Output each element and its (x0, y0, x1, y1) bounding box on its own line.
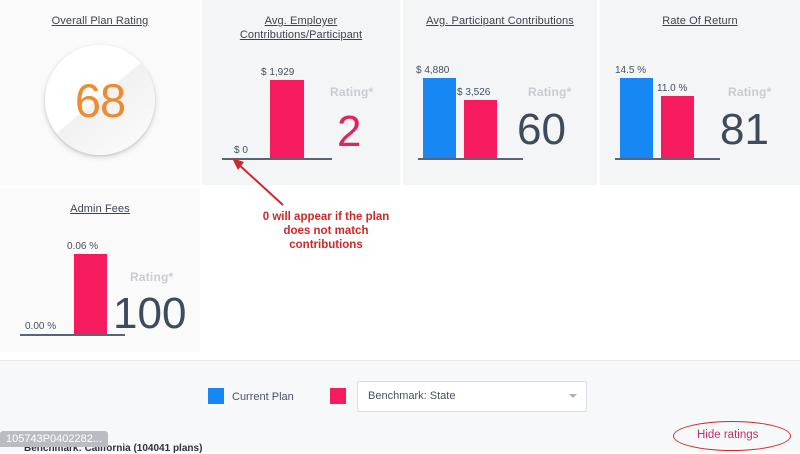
current-plan-swatch (208, 388, 224, 404)
benchmark-select-value: Benchmark: State (368, 390, 456, 402)
admin-fees-chart-baseline (20, 334, 125, 336)
rate-of-return-chart-baseline (615, 158, 720, 160)
rate-of-return-bar-label-current-plan: 14.5 % (615, 65, 647, 76)
employer-chart-baseline (222, 158, 332, 160)
rate-of-return-bar-benchmark (661, 96, 694, 158)
admin-fees-bar-label-current-plan: 0.00 % (25, 321, 57, 332)
footer-benchmark-line: Benchmark: California (104041 plans) (24, 443, 203, 454)
card-rate-of-return: Rate Of Return 14.5 % 11.0 % Rating* 81 (600, 0, 800, 185)
card-title-overall-plan-rating: Overall Plan Rating (51, 15, 149, 27)
participant-bar-chart: $ 4,880 $ 3,526 (416, 62, 523, 160)
rate-of-return-bar-label-benchmark: 11.0 % (657, 83, 688, 94)
benchmark-swatch (330, 388, 346, 404)
benchmark-select[interactable]: Benchmark: State (357, 381, 587, 412)
rate-of-return-rating-word: Rating* (728, 85, 772, 99)
employer-rating-value: 2 (337, 107, 362, 156)
participant-chart-baseline (418, 158, 523, 160)
card-avg-employer-contributions: Avg. Employer Contributions/Participant … (202, 0, 400, 185)
card-title-admin-fees: Admin Fees (70, 203, 130, 215)
card-title-employer-line1: Avg. Employer (264, 15, 338, 27)
employer-bar-chart: $ 0 $ 1,929 (222, 62, 332, 160)
admin-fees-bar-benchmark (74, 254, 107, 334)
admin-fees-bar-chart: 0.00 % 0.06 % (20, 240, 125, 336)
hide-ratings-link[interactable]: Hide ratings (697, 429, 759, 441)
employer-rating-word: Rating* (330, 85, 374, 99)
participant-rating-word: Rating* (528, 85, 572, 99)
card-admin-fees: Admin Fees 0.00 % 0.06 % Rating* 100 (0, 188, 200, 352)
admin-fees-rating-value: 100 (113, 289, 187, 338)
participant-rating-value: 60 (517, 105, 566, 154)
overall-rating-gauge: 68 (45, 45, 155, 155)
plan-id-tooltip-chip: 105743P0402282... (0, 431, 109, 447)
participant-bar-label-current-plan: $ 4,880 (416, 65, 450, 76)
card-avg-participant-contributions: Avg. Participant Contributions $ 4,880 $… (403, 0, 597, 185)
rate-of-return-bar-current-plan (620, 78, 653, 158)
card-title-employer-line2: Contributions/Participant (239, 29, 363, 41)
employer-bar-label-benchmark: $ 1,929 (261, 67, 295, 78)
participant-bar-current-plan (423, 78, 456, 158)
participant-bar-label-benchmark: $ 3,526 (457, 87, 491, 98)
overall-rating-value: 68 (74, 73, 126, 127)
chevron-down-icon (569, 394, 577, 398)
current-plan-legend-label: Current Plan (232, 391, 294, 403)
participant-bar-benchmark (464, 100, 497, 158)
card-title-rate-of-return: Rate Of Return (662, 15, 738, 27)
admin-fees-bar-label-benchmark: 0.06 % (67, 241, 99, 252)
employer-bar-benchmark (270, 80, 304, 158)
card-title-participant-contributions: Avg. Participant Contributions (426, 15, 574, 27)
bottom-controls-bar: Current Plan Benchmark: State Hide ratin… (0, 360, 800, 452)
rate-of-return-bar-chart: 14.5 % 11.0 % (615, 62, 720, 160)
annotation-zero-note: 0 will appear if the plan does not match… (262, 211, 390, 251)
employer-bar-label-current-plan: $ 0 (234, 145, 248, 156)
card-overall-plan-rating: Overall Plan Rating 68 (0, 0, 200, 185)
rate-of-return-rating-value: 81 (720, 105, 769, 154)
admin-fees-rating-word: Rating* (130, 270, 174, 284)
